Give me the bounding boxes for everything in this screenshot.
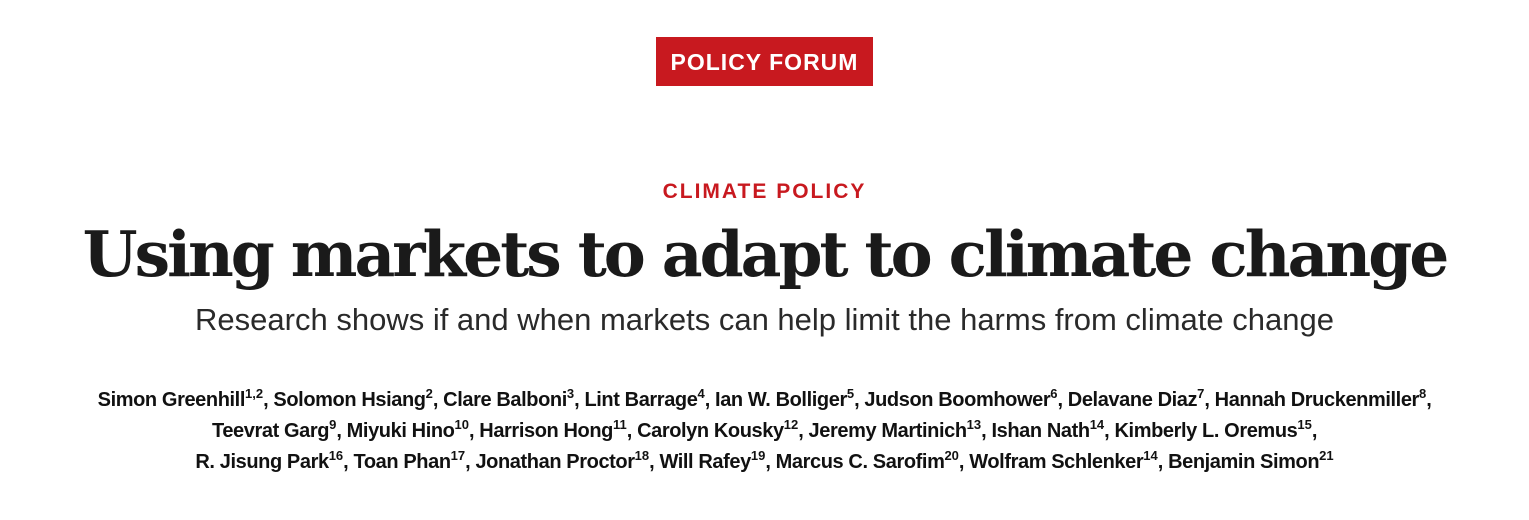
author-name-text: Clare Balboni <box>443 389 567 411</box>
affiliation-marker: 12 <box>783 417 799 432</box>
author-line: R. Jisung Park16, Toan Phan17, Jonathan … <box>195 448 1334 473</box>
affiliation-marker: 19 <box>750 448 766 463</box>
affiliation-marker: 14 <box>1143 448 1158 463</box>
author-name[interactable]: Carolyn Kousky12 <box>637 417 799 442</box>
author-name-text: Marcus C. Sarofim <box>775 451 945 473</box>
author-name-text: Miyuki Hino <box>346 420 455 442</box>
author-name-text: R. Jisung Park <box>195 451 329 473</box>
author-name[interactable]: R. Jisung Park16 <box>195 448 344 473</box>
affiliation-marker: 6 <box>1050 386 1058 401</box>
author-name-text: Carolyn Kousky <box>637 420 784 442</box>
author-name-text: Wolfram Schlenker <box>969 451 1144 473</box>
author-name[interactable]: Jonathan Proctor18 <box>475 448 650 473</box>
author-name-text: Kimberly L. Oremus <box>1114 420 1298 442</box>
author-line: Simon Greenhill1,2, Solomon Hsiang2, Cla… <box>97 386 1432 411</box>
affiliation-marker: 21 <box>1319 448 1334 463</box>
affiliation-marker: 13 <box>966 417 982 432</box>
author-name-text: Solomon Hsiang <box>273 389 426 411</box>
topic-kicker[interactable]: CLIMATE POLICY <box>662 180 867 203</box>
author-name[interactable]: Clare Balboni3 <box>443 386 575 411</box>
author-name[interactable]: Miyuki Hino10 <box>346 417 469 442</box>
author-name-text: Harrison Hong <box>479 420 613 442</box>
affiliation-marker: 10 <box>454 417 469 432</box>
author-name-text: Jeremy Martinich <box>808 420 968 442</box>
author-list: Simon Greenhill1,2, Solomon Hsiang2, Cla… <box>0 385 1529 478</box>
section-badge[interactable]: POLICY FORUM <box>655 37 874 86</box>
affiliation-marker: 18 <box>634 448 650 463</box>
author-name[interactable]: Teevrat Garg9 <box>211 417 337 442</box>
author-name[interactable]: Simon Greenhill1,2 <box>97 386 264 411</box>
author-name-text: Ian W. Bolliger <box>715 389 847 411</box>
author-name-text: Delavane Diaz <box>1067 389 1198 411</box>
affiliation-marker: 9 <box>329 417 337 432</box>
author-line: Teevrat Garg9, Miyuki Hino10, Harrison H… <box>211 417 1317 442</box>
author-name[interactable]: Judson Boomhower6 <box>864 386 1058 411</box>
affiliation-marker: 5 <box>846 386 855 401</box>
author-name[interactable]: Lint Barrage4 <box>584 386 705 411</box>
affiliation-marker: 7 <box>1197 386 1205 401</box>
author-name-text: Jonathan Proctor <box>475 451 635 473</box>
author-name[interactable]: Benjamin Simon21 <box>1168 448 1334 473</box>
author-name-text: Teevrat Garg <box>211 420 330 442</box>
article-subtitle: Research shows if and when markets can h… <box>195 302 1334 337</box>
affiliation-marker: 11 <box>612 417 627 432</box>
author-name[interactable]: Hannah Druckenmiller8 <box>1214 386 1427 411</box>
author-name[interactable]: Will Rafey19 <box>659 448 766 473</box>
affiliation-marker: 14 <box>1089 417 1105 432</box>
affiliation-marker: 1,2 <box>245 386 264 401</box>
author-name-text: Ishan Nath <box>991 420 1090 442</box>
author-name[interactable]: Harrison Hong11 <box>479 417 627 442</box>
affiliation-marker: 17 <box>450 448 466 463</box>
author-name[interactable]: Solomon Hsiang2 <box>273 386 433 411</box>
author-name-text: Simon Greenhill <box>97 389 246 411</box>
author-name[interactable]: Ishan Nath14 <box>991 417 1105 442</box>
affiliation-marker: 8 <box>1418 386 1427 401</box>
author-name[interactable]: Jeremy Martinich13 <box>808 417 982 442</box>
author-name[interactable]: Toan Phan17 <box>353 448 466 473</box>
author-name-text: Hannah Druckenmiller <box>1214 389 1420 411</box>
author-name-text: Will Rafey <box>659 451 751 473</box>
author-name-text: Judson Boomhower <box>864 389 1051 411</box>
author-name-text: Toan Phan <box>353 451 452 473</box>
affiliation-marker: 2 <box>425 386 433 401</box>
affiliation-marker: 16 <box>328 448 344 463</box>
affiliation-marker: 4 <box>697 386 705 401</box>
author-name-text: Lint Barrage <box>584 389 698 411</box>
author-name-text: Benjamin Simon <box>1168 451 1320 473</box>
author-name[interactable]: Delavane Diaz7 <box>1067 386 1205 411</box>
section-badge-container: POLICY FORUM <box>0 37 1529 86</box>
affiliation-marker: 3 <box>566 386 575 401</box>
author-name[interactable]: Wolfram Schlenker14 <box>969 448 1158 473</box>
article-title: Using markets to adapt to climate change <box>82 217 1450 291</box>
author-name[interactable]: Marcus C. Sarofim20 <box>775 448 959 473</box>
affiliation-marker: 20 <box>944 448 959 463</box>
author-name[interactable]: Ian W. Bolliger5 <box>715 386 855 411</box>
affiliation-marker: 15 <box>1297 417 1312 432</box>
author-name[interactable]: Kimberly L. Oremus15 <box>1114 417 1312 442</box>
